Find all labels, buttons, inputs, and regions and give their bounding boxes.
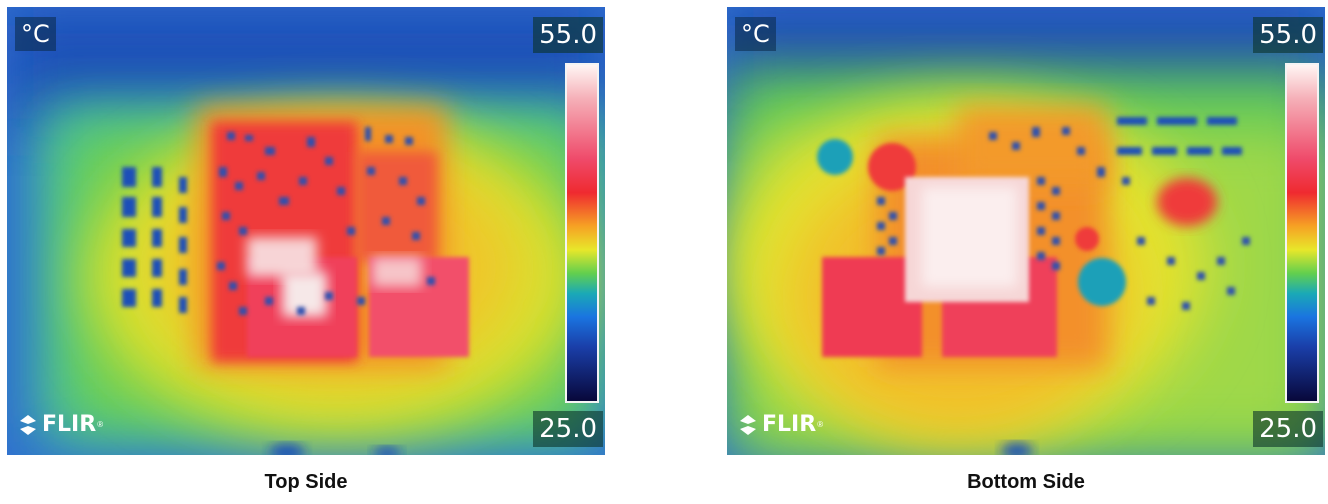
thermal-scene-bottom [727,7,1325,455]
temperature-colorbar [1285,63,1319,403]
flir-logo-text: FLIR [42,412,97,437]
unit-label: °C [15,17,56,51]
thermal-scene-top [7,7,605,455]
flir-logo: FLIR ® [17,411,103,439]
thermal-image-bottom: °C 55.0 25.0 FLIR ® [727,7,1325,455]
scale-min-value: 25.0 [533,411,603,447]
flir-logo-text: FLIR [762,412,817,437]
trademark-symbol: ® [817,420,824,429]
thermal-image-top: °C 55.0 25.0 FLIR ® [7,7,605,455]
scale-max-value: 55.0 [533,17,603,53]
flir-logo-icon [20,415,36,435]
flir-logo-icon [740,415,756,435]
trademark-symbol: ® [97,420,104,429]
temperature-colorbar [565,63,599,403]
flir-logo: FLIR ® [737,411,823,439]
caption-top-side: Top Side [264,471,348,493]
unit-label: °C [735,17,776,51]
caption-bottom-side: Bottom Side [967,471,1085,493]
scale-max-value: 55.0 [1253,17,1323,53]
scale-min-value: 25.0 [1253,411,1323,447]
